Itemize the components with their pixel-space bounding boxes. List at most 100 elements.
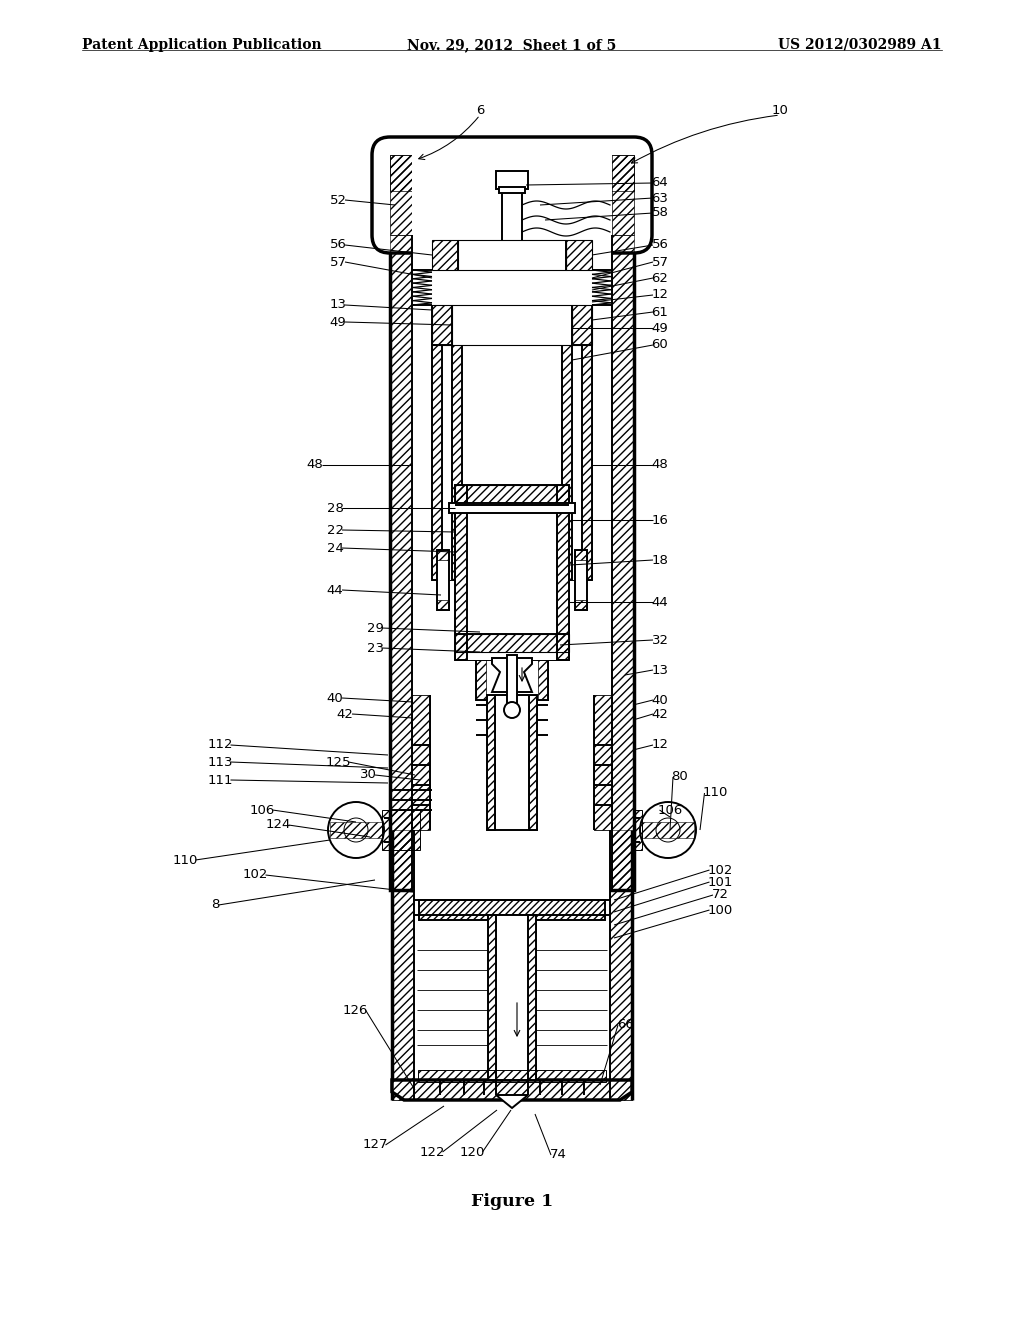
Text: 106: 106 (657, 804, 683, 817)
Text: 112: 112 (207, 738, 232, 751)
Bar (390, 154, 634, 191)
Text: 42: 42 (337, 708, 353, 721)
Text: 57: 57 (330, 256, 346, 268)
Text: 24: 24 (327, 541, 343, 554)
Bar (612, 154, 634, 235)
Text: 32: 32 (651, 634, 669, 647)
Text: 122: 122 (419, 1146, 444, 1159)
Text: 113: 113 (207, 755, 232, 768)
Polygon shape (392, 1080, 632, 1100)
Text: 44: 44 (651, 595, 669, 609)
Text: 60: 60 (651, 338, 669, 351)
Text: 18: 18 (651, 553, 669, 566)
Bar (432, 305, 452, 345)
Text: 13: 13 (330, 298, 346, 312)
Circle shape (656, 818, 680, 842)
Circle shape (640, 803, 696, 858)
Polygon shape (492, 657, 532, 692)
Text: 120: 120 (460, 1146, 484, 1159)
Text: 57: 57 (651, 256, 669, 268)
Bar (566, 240, 592, 271)
Bar (634, 810, 642, 850)
Bar (390, 154, 412, 235)
Bar (449, 503, 575, 513)
Bar (575, 550, 587, 610)
Text: 48: 48 (306, 458, 324, 471)
Polygon shape (455, 660, 569, 700)
Bar (412, 696, 430, 830)
Bar (529, 696, 537, 830)
Text: 42: 42 (651, 708, 669, 721)
Text: 49: 49 (330, 315, 346, 329)
Text: Figure 1: Figure 1 (471, 1193, 553, 1210)
Bar (467, 484, 557, 660)
Bar (432, 345, 592, 579)
Bar (392, 1080, 632, 1100)
Bar (575, 550, 587, 560)
Text: 10: 10 (771, 103, 788, 116)
Bar (610, 830, 632, 1100)
Bar (487, 696, 537, 830)
Text: 124: 124 (265, 818, 291, 832)
Bar (594, 696, 612, 830)
Text: 23: 23 (367, 642, 384, 655)
Text: US 2012/0302989 A1: US 2012/0302989 A1 (778, 38, 942, 51)
Text: 106: 106 (250, 804, 274, 817)
Bar (330, 822, 382, 838)
FancyBboxPatch shape (372, 137, 652, 253)
Bar (455, 484, 569, 506)
Bar (392, 830, 414, 1100)
Bar (455, 634, 569, 652)
Text: 66: 66 (616, 1019, 634, 1031)
Bar (412, 235, 612, 890)
Bar (414, 830, 610, 1100)
Text: Nov. 29, 2012  Sheet 1 of 5: Nov. 29, 2012 Sheet 1 of 5 (408, 38, 616, 51)
Circle shape (328, 803, 384, 858)
Text: 64: 64 (651, 177, 669, 190)
Text: 40: 40 (327, 692, 343, 705)
Bar (452, 305, 572, 345)
Text: 102: 102 (243, 869, 267, 882)
Text: 49: 49 (651, 322, 669, 334)
Bar (538, 660, 548, 700)
Circle shape (504, 702, 520, 718)
Text: 12: 12 (651, 738, 669, 751)
Text: 22: 22 (327, 524, 343, 536)
Bar (452, 345, 462, 579)
Text: 63: 63 (651, 191, 669, 205)
Text: 125: 125 (326, 755, 351, 768)
Text: 110: 110 (172, 854, 198, 866)
Bar (496, 172, 528, 189)
Bar (455, 484, 467, 660)
Circle shape (344, 818, 368, 842)
Text: 48: 48 (651, 458, 669, 471)
Text: 72: 72 (712, 888, 728, 902)
Bar (437, 550, 449, 610)
Text: 101: 101 (708, 875, 733, 888)
Bar (572, 345, 582, 579)
Text: 56: 56 (330, 239, 346, 252)
Bar (442, 345, 452, 579)
Text: 8: 8 (211, 899, 219, 912)
Bar (414, 900, 610, 915)
Bar (419, 900, 605, 920)
Text: 29: 29 (367, 622, 383, 635)
Bar (476, 660, 486, 700)
Text: 61: 61 (651, 305, 669, 318)
Bar (562, 345, 572, 579)
Text: 110: 110 (702, 787, 728, 800)
Bar (458, 240, 566, 271)
Bar (499, 187, 525, 193)
Text: 100: 100 (708, 903, 732, 916)
Bar (437, 601, 449, 610)
Bar (507, 655, 517, 710)
Text: 102: 102 (708, 863, 733, 876)
Bar (437, 550, 449, 560)
Bar (382, 810, 420, 850)
Bar (488, 915, 536, 1080)
Text: 44: 44 (327, 583, 343, 597)
Text: 52: 52 (330, 194, 346, 206)
Text: 58: 58 (651, 206, 669, 219)
Bar (528, 915, 536, 1080)
Bar (432, 240, 458, 271)
